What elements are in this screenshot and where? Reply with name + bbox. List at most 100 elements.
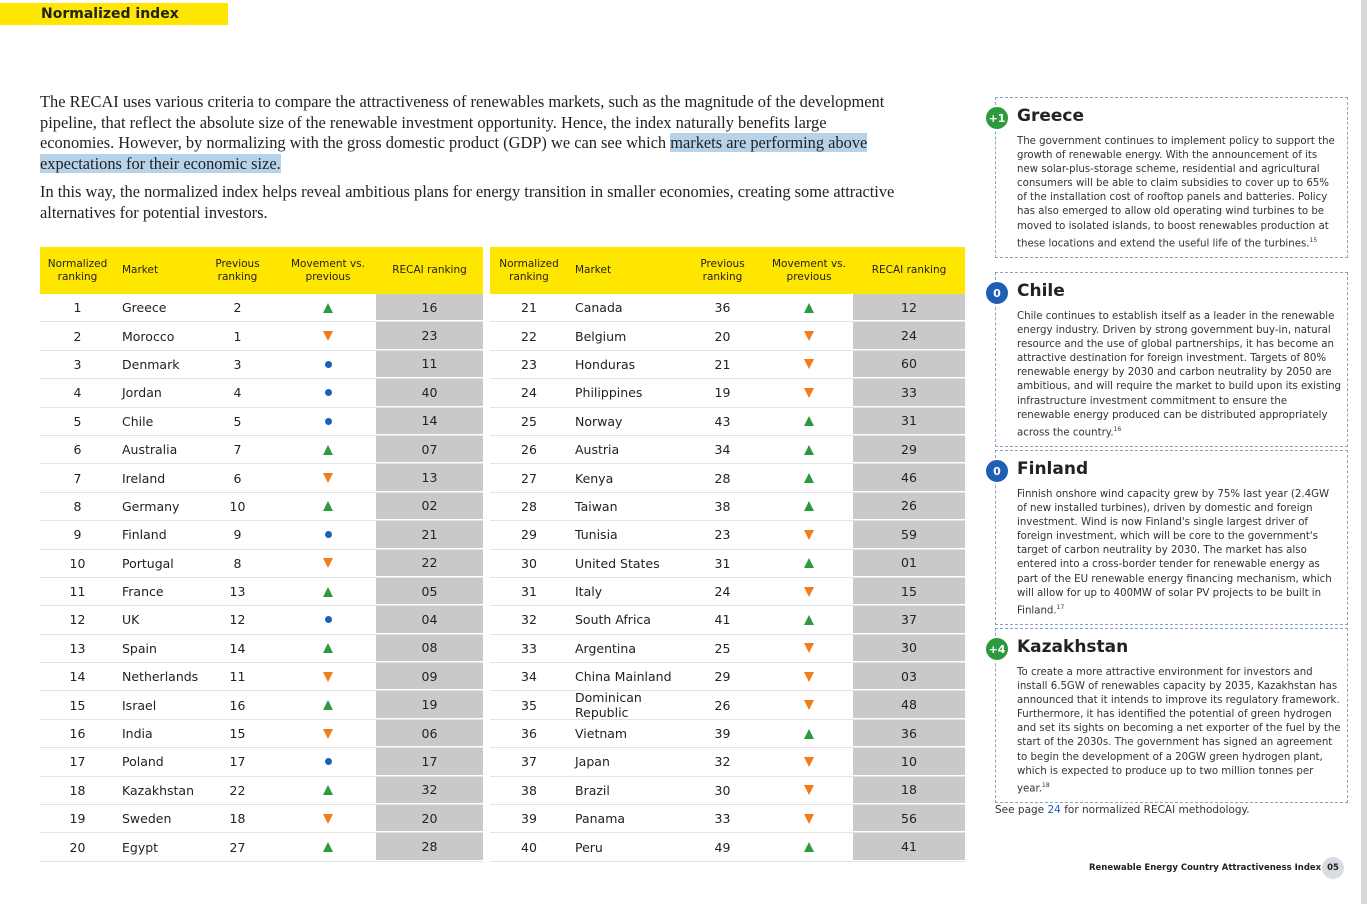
cell: 28 — [376, 833, 483, 861]
column-header: Normalized ranking — [499, 257, 559, 283]
cell: 15 — [853, 577, 965, 606]
table-row: 4 Jordan 4 40 — [40, 379, 483, 408]
cell: Brazil — [575, 782, 610, 798]
cell: 31 — [853, 407, 965, 435]
movement-icon — [323, 785, 333, 796]
cell: Egypt — [122, 839, 159, 855]
cell: 01 — [853, 549, 965, 577]
movement-icon — [324, 758, 332, 766]
movement-cell — [280, 464, 376, 491]
table-row: 5 Chile 5 14 — [40, 407, 483, 436]
cell: Norway — [575, 413, 623, 429]
movement-cell — [280, 436, 376, 463]
cell: Canada — [575, 300, 623, 316]
cell: Greece — [122, 300, 167, 316]
table-row: 27 Kenya 28 46 — [490, 464, 965, 493]
movement-icon — [804, 558, 814, 569]
card-title: Chile — [1017, 281, 1065, 301]
cell: 16 — [376, 294, 483, 322]
cell: Peru — [575, 839, 603, 855]
movement-cell — [765, 294, 853, 321]
table-row: 17 Poland 17 17 — [40, 748, 483, 777]
cell: 40 — [376, 379, 483, 407]
table-row: 26 Austria 34 29 — [490, 435, 965, 465]
cell: 37 — [521, 754, 537, 770]
cell: 3 — [233, 356, 242, 372]
cell: 40 — [521, 839, 537, 855]
cell: 17 — [69, 754, 86, 770]
cell: 19 — [714, 385, 731, 401]
table-row: 37 Japan 32 10 — [490, 748, 965, 777]
ranking-table: Normalized ranking Market Previous ranking… — [490, 247, 965, 862]
cell: Jordan — [122, 385, 162, 401]
cell: Austria — [575, 442, 620, 458]
cell: 10 — [69, 555, 86, 571]
movement-cell — [280, 663, 376, 690]
cell: 15 — [229, 726, 246, 742]
badge: +1 — [985, 106, 1009, 130]
cell: France — [122, 584, 164, 600]
cell: Argentina — [575, 640, 636, 656]
movement-cell — [280, 578, 376, 605]
cell: Dominican Republic — [575, 690, 642, 721]
movement-cell — [280, 351, 376, 378]
table-row: 38 Brazil 30 18 — [490, 776, 965, 806]
cell: 33 — [853, 379, 965, 407]
cell: 9 — [73, 527, 82, 543]
movement-cell — [765, 493, 853, 520]
cell: 3 — [73, 356, 82, 372]
page-number: 05 — [1322, 857, 1344, 879]
cell: Spain — [122, 640, 157, 656]
cell: 33 — [521, 640, 537, 656]
cell: Japan — [575, 754, 610, 770]
cell: 24 — [853, 322, 965, 350]
market-card: 0 Finland Finnish onshore wind capacity gr… — [985, 450, 1348, 626]
movement-icon — [323, 728, 333, 739]
cell: United States — [575, 555, 660, 571]
column-header: Normalized ranking — [47, 257, 108, 283]
movement-icon — [323, 671, 333, 682]
cell: 22 — [376, 549, 483, 577]
table-row: 23 Honduras 21 60 — [490, 350, 965, 380]
movement-icon — [323, 586, 333, 597]
table-row: 31 Italy 24 15 — [490, 577, 965, 607]
cell: 18 — [853, 776, 965, 805]
page-link[interactable]: 24 — [1047, 804, 1061, 816]
cell: 11 — [229, 669, 246, 685]
cell: Sweden — [122, 811, 172, 827]
section-label: Normalized index — [0, 3, 228, 25]
cell: 20 — [69, 839, 86, 855]
cell: 04 — [376, 606, 483, 634]
footnote: 17 — [1056, 603, 1065, 611]
cell: 14 — [229, 640, 246, 656]
cell: 41 — [853, 833, 965, 861]
movement-cell — [765, 720, 853, 747]
table-row: 7 Ireland 6 13 — [40, 464, 483, 493]
table-row: 13 Spain 14 08 — [40, 634, 483, 664]
cell: 13 — [69, 640, 86, 656]
movement-icon — [324, 389, 332, 397]
movement-icon — [323, 842, 333, 853]
table-row: 32 South Africa 41 37 — [490, 606, 965, 635]
movement-cell — [765, 464, 853, 491]
cell: Morocco — [122, 328, 175, 344]
table-row: 9 Finland 9 21 — [40, 521, 483, 550]
cell: 5 — [233, 413, 242, 429]
cell: Honduras — [575, 356, 636, 372]
cell: Taiwan — [575, 498, 618, 514]
cell: 12 — [229, 612, 246, 628]
movement-cell — [280, 833, 376, 860]
movement-cell — [765, 521, 853, 548]
cell: 23 — [714, 527, 731, 543]
cell: 24 — [714, 584, 731, 600]
cell: 07 — [376, 435, 483, 464]
movement-cell — [280, 805, 376, 832]
cell: 59 — [853, 521, 965, 549]
movement-cell — [765, 691, 853, 718]
cell: Ireland — [122, 470, 166, 486]
column-header: Previous ranking — [700, 257, 745, 283]
cell: 21 — [376, 521, 483, 549]
cell: 9 — [233, 527, 242, 543]
cell: 8 — [73, 498, 82, 514]
